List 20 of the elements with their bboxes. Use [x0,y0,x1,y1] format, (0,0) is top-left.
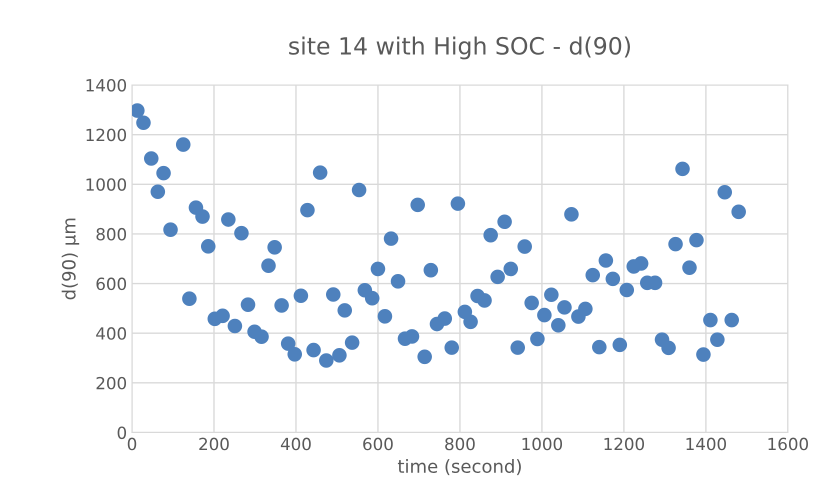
x-axis-title: time (second) [398,459,521,476]
y-tick-label: 200 [96,376,126,390]
y-axis-title: d(90) µm [62,218,80,300]
chart-title: site 14 with High SOC - d(90) [289,36,630,60]
y-tick-label: 1200 [86,128,126,142]
y-tick-label: 600 [96,278,126,290]
x-tick-label: 600 [363,438,393,450]
y-tick-label: 0 [118,426,126,440]
x-tick-label: 1000 [522,438,562,450]
x-tick-label: 1600 [768,438,808,450]
x-tick-label: 200 [199,438,229,450]
y-tick-label: 400 [96,327,126,340]
x-tick-label: 0 [128,438,136,450]
y-tick-label: 800 [96,228,126,240]
x-tick-label: 1200 [604,438,644,450]
y-tick-label: 1000 [86,178,126,191]
y-tick-label: 1400 [86,78,126,92]
x-tick-label: 800 [445,438,475,450]
x-tick-label: 400 [280,438,311,450]
x-tick-label: 1400 [686,438,726,450]
